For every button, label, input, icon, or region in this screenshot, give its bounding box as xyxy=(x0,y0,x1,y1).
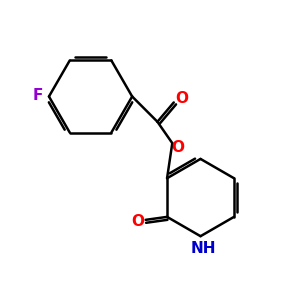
Text: O: O xyxy=(176,92,189,106)
Text: O: O xyxy=(131,214,144,229)
Text: F: F xyxy=(32,88,43,104)
Text: O: O xyxy=(171,140,184,155)
Text: NH: NH xyxy=(191,241,216,256)
